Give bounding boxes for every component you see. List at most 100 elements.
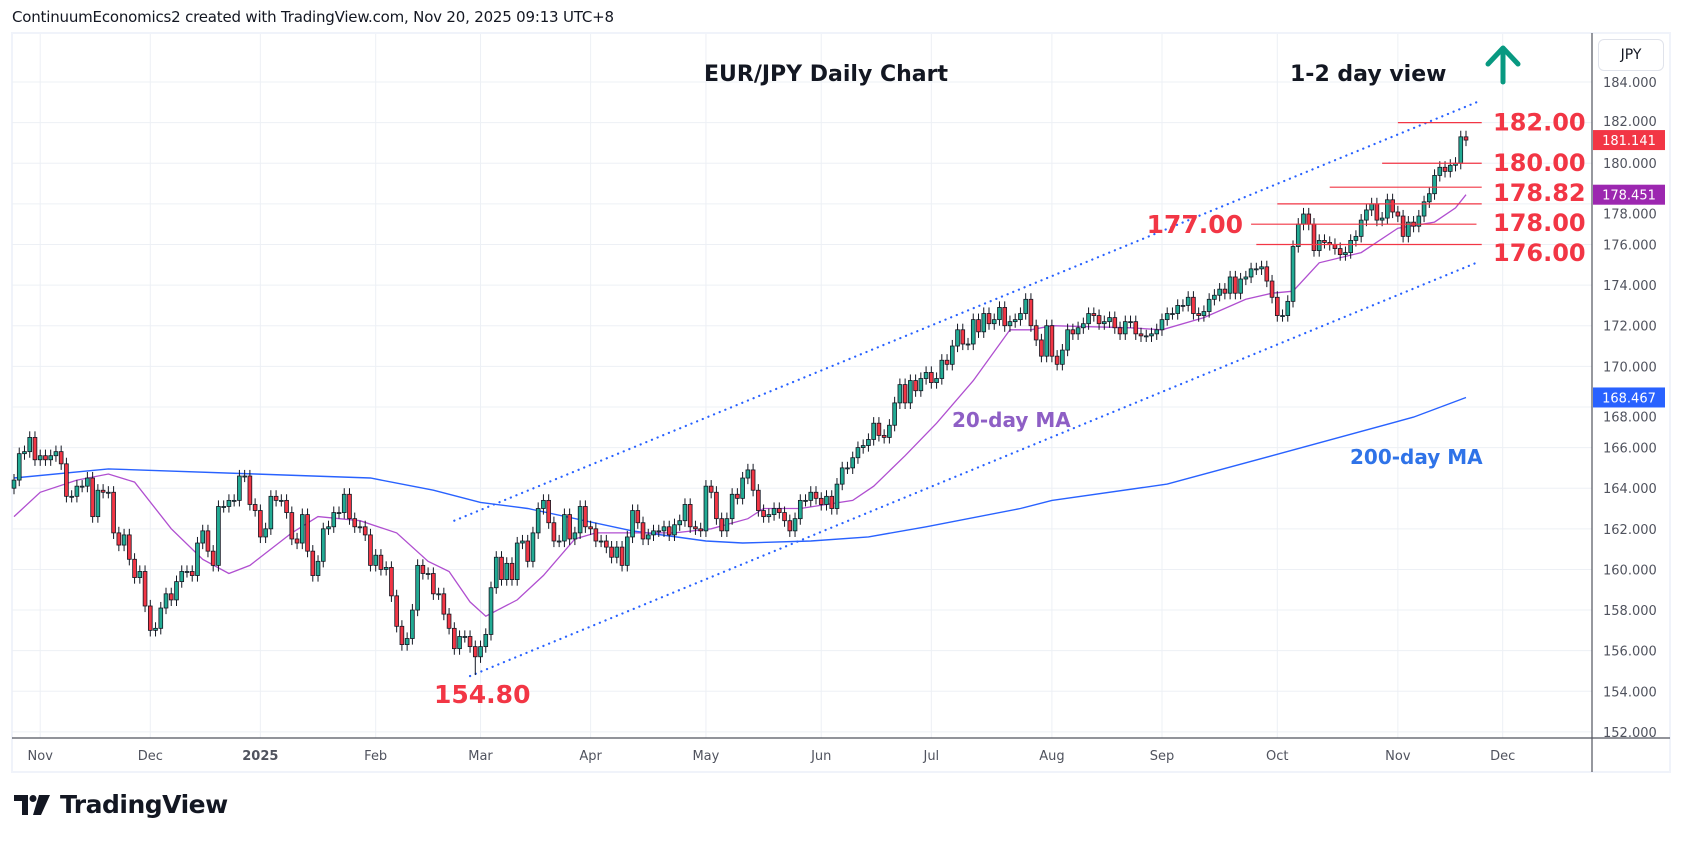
- trend-channel: [453, 101, 1478, 678]
- candle-up: [850, 451, 856, 474]
- candle-body: [1112, 317, 1118, 329]
- candle-body: [153, 627, 158, 631]
- candle-body: [394, 595, 399, 627]
- candle-up: [436, 587, 441, 600]
- candle-body: [127, 534, 132, 560]
- candle-up: [1086, 307, 1091, 330]
- candle-body: [368, 534, 373, 566]
- candle-body: [1364, 209, 1369, 221]
- candle-body: [116, 532, 122, 546]
- tradingview-logo[interactable]: TradingView: [14, 790, 228, 819]
- candle-body: [279, 499, 284, 502]
- candle-body: [1159, 319, 1165, 331]
- time-tick-label: Dec: [138, 749, 163, 764]
- chart-frame: [11, 32, 1671, 773]
- candle-up: [1164, 307, 1170, 326]
- candle-down: [1400, 209, 1406, 243]
- candle-down: [1274, 291, 1280, 322]
- candle-body: [247, 475, 253, 505]
- candle-up: [630, 504, 635, 544]
- annotations: EUR/JPY Daily Chart 1-2 day view 20-day …: [434, 45, 1521, 709]
- ma20-price-tag: 178.451: [1593, 184, 1665, 205]
- candle-body: [609, 546, 614, 558]
- candle-body: [1316, 240, 1322, 251]
- candle-up: [137, 565, 143, 584]
- level-label: 176.00: [1493, 239, 1586, 267]
- candle-body: [1196, 313, 1201, 316]
- ma20-line-group: [13, 194, 1467, 617]
- candle-up: [357, 520, 363, 533]
- candle-body: [53, 451, 59, 457]
- candle-body: [121, 534, 127, 546]
- candle-body: [677, 520, 683, 526]
- candle-body: [210, 550, 216, 566]
- candle-body: [1406, 221, 1411, 237]
- candle-body: [834, 483, 840, 509]
- candle-down: [986, 307, 992, 330]
- candle-up: [1421, 195, 1427, 223]
- candle-body: [1311, 223, 1317, 251]
- candle-body: [273, 495, 279, 501]
- candle-body: [1280, 315, 1285, 317]
- candle-body: [415, 564, 420, 611]
- candle-up: [1023, 293, 1028, 320]
- candle-up: [703, 480, 709, 537]
- candle-up: [1175, 299, 1180, 320]
- candle-down: [509, 557, 515, 586]
- candle-body: [976, 319, 981, 333]
- candle-down: [362, 520, 368, 542]
- candle-body: [310, 550, 316, 576]
- price-tick-label: 172.000: [1603, 320, 1657, 335]
- currency-unit-button[interactable]: JPY: [1598, 39, 1664, 71]
- candle-up: [1248, 262, 1254, 284]
- candle-body: [520, 540, 525, 544]
- candle-down: [467, 630, 473, 653]
- candle-up: [1201, 305, 1207, 322]
- price-tick-label: 158.000: [1603, 604, 1657, 619]
- candle-body: [866, 439, 871, 446]
- grid-lines: [12, 34, 1592, 738]
- candle-up: [1358, 214, 1364, 243]
- candle-body: [944, 359, 950, 365]
- candle-up: [1290, 240, 1296, 308]
- candle-body: [58, 451, 64, 465]
- candle-down: [352, 512, 358, 533]
- time-axis[interactable]: Nov Dec 2025 Feb Mar Apr May Jun Jul Aug Sep Oct Nov…: [28, 749, 1516, 764]
- candle-up: [1238, 272, 1243, 300]
- candle-body: [808, 491, 814, 501]
- candle-up: [1065, 323, 1070, 357]
- candle-up: [121, 528, 127, 552]
- candle-body: [168, 593, 174, 601]
- candle-down: [929, 366, 934, 389]
- candle-up: [85, 471, 90, 493]
- time-tick-label: Apr: [579, 749, 602, 764]
- candle-up: [216, 500, 221, 572]
- candle-body: [1463, 136, 1469, 141]
- candle-body: [541, 499, 546, 509]
- candle-up: [153, 622, 158, 637]
- candle-body: [598, 540, 604, 543]
- candle-up: [195, 536, 200, 582]
- candle-down: [90, 471, 95, 523]
- candle-body: [661, 526, 667, 532]
- chart-subtitle: 1-2 day view: [1290, 62, 1446, 87]
- price-tick-label: 178.000: [1603, 208, 1657, 223]
- candle-body: [263, 528, 268, 538]
- price-tick-label: 156.000: [1603, 645, 1657, 660]
- candle-up: [541, 494, 546, 515]
- candle-up: [326, 520, 331, 535]
- candle-up: [656, 524, 662, 537]
- candle-up: [415, 559, 420, 617]
- candle-up: [1254, 262, 1259, 275]
- candle-up: [803, 494, 808, 507]
- price-axis[interactable]: 184.000 182.000 180.000 178.000 176.000 174.0…: [1603, 76, 1657, 741]
- candle-up: [221, 500, 226, 513]
- candle-up: [268, 490, 274, 535]
- candle-body: [11, 479, 17, 489]
- candle-up: [556, 534, 562, 548]
- candle-up: [1364, 203, 1369, 227]
- candle-body: [829, 495, 835, 509]
- candle-body: [813, 491, 819, 499]
- candle-down: [902, 378, 908, 409]
